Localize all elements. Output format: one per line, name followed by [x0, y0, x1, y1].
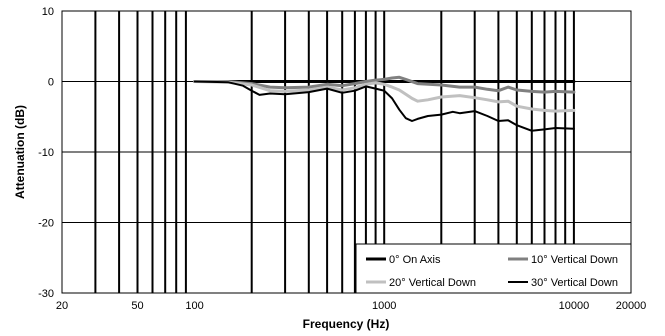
- series-line-3: [193, 80, 575, 132]
- y-tick-label: -10: [38, 147, 54, 159]
- y-tick-label: 10: [42, 6, 54, 18]
- x-tick-label: 20: [56, 300, 68, 312]
- series-line-1: [193, 75, 576, 94]
- x-tick-label: 100: [185, 300, 203, 312]
- plot-frame: [61, 10, 632, 294]
- legend-box: [355, 243, 632, 294]
- x-tick-label: 50: [131, 300, 143, 312]
- x-tick-label: 1000: [372, 300, 396, 312]
- legend-label: 0° On Axis: [389, 254, 441, 266]
- legend-label: 30° Vertical Down: [531, 277, 618, 289]
- x-tick-label: 20000: [616, 300, 647, 312]
- y-tick-label: 0: [48, 77, 54, 89]
- x-tick-label: 10000: [559, 300, 590, 312]
- legend-label: 20° Vertical Down: [389, 277, 476, 289]
- y-axis-title: Attenuation (dB): [13, 105, 27, 199]
- legend: 0° On Axis 10° Vertical Down 20° Vertical …: [355, 243, 632, 294]
- legend-label: 10° Vertical Down: [531, 254, 618, 266]
- series-line-2: [193, 80, 576, 113]
- y-tick-label: -20: [38, 218, 54, 230]
- x-axis-title: Frequency (Hz): [303, 317, 390, 331]
- series-lines: [193, 75, 576, 132]
- y-tick-label: -30: [38, 288, 54, 300]
